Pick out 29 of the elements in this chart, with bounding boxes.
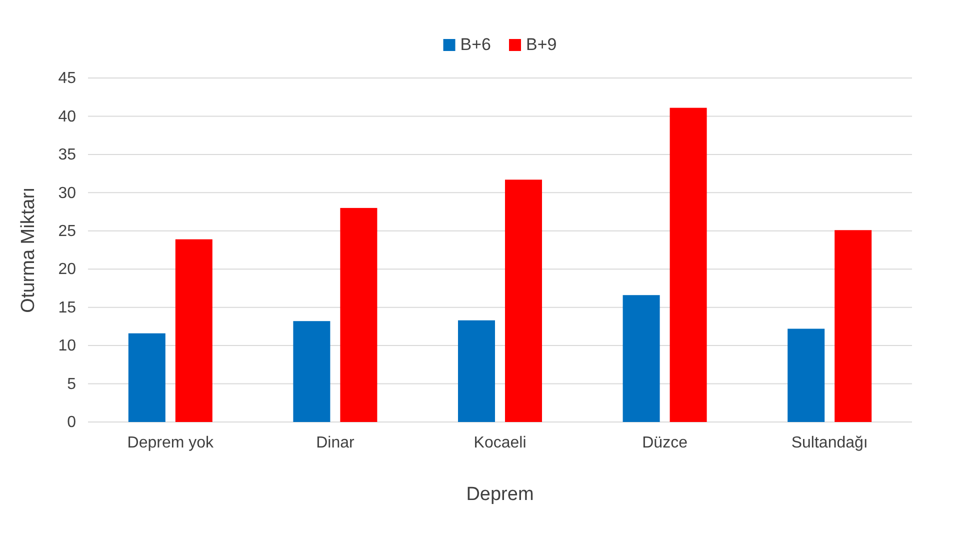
bar xyxy=(128,333,166,422)
y-tick-label: 20 xyxy=(58,261,76,278)
y-tick-label: 10 xyxy=(58,338,76,355)
bar xyxy=(340,208,378,422)
y-tick-label: 35 xyxy=(58,146,76,164)
bar xyxy=(670,108,707,422)
x-tick-label: Sultandağı xyxy=(791,434,868,452)
x-tick-label: Deprem yok xyxy=(127,434,215,452)
y-axis-title: Oturma Miktarı xyxy=(18,187,39,313)
x-axis-title: Deprem xyxy=(466,484,534,505)
legend-label: B+6 xyxy=(460,35,491,54)
bar xyxy=(505,180,542,422)
bar xyxy=(458,320,495,422)
x-tick-label: Dinar xyxy=(316,434,355,452)
y-tick-label: 15 xyxy=(58,299,76,316)
x-tick-label: Kocaeli xyxy=(474,434,526,452)
bar xyxy=(622,295,660,422)
bar xyxy=(293,321,330,422)
bar xyxy=(834,230,872,422)
y-tick-label: 30 xyxy=(58,184,76,202)
y-tick-label: 45 xyxy=(58,70,76,88)
y-tick-label: 0 xyxy=(67,414,76,432)
bar xyxy=(175,239,212,422)
y-tick-label: 25 xyxy=(58,223,76,240)
x-tick-label: Düzce xyxy=(642,434,688,452)
y-tick-label: 40 xyxy=(58,108,76,126)
legend-label: B+9 xyxy=(526,35,557,54)
y-tick-label: 5 xyxy=(67,376,76,393)
bar xyxy=(788,328,825,422)
